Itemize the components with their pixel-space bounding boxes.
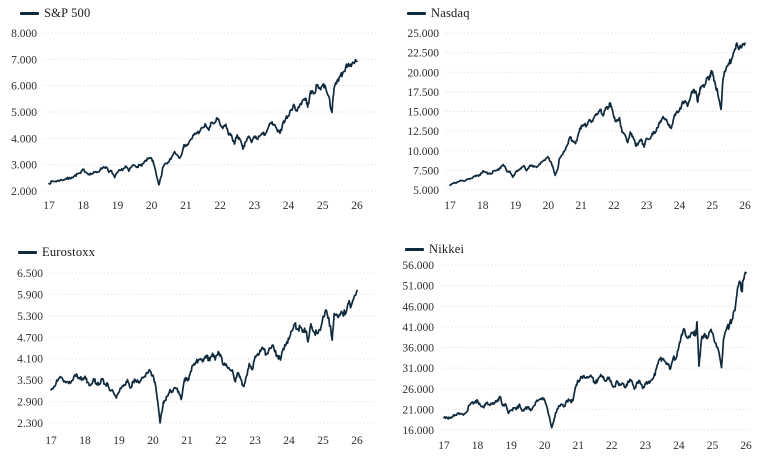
x-tick-label: 21: [181, 435, 193, 447]
y-tick-label: 7.000: [11, 54, 37, 66]
legend-label: S&P 500: [44, 6, 91, 20]
x-tick-label: 22: [214, 200, 226, 212]
x-tick-label: 19: [505, 440, 517, 452]
legend-line-marker: [18, 251, 37, 254]
x-tick-label: 17: [43, 200, 55, 212]
legend-label: Eurostoxx: [42, 245, 96, 259]
x-tick-label: 18: [77, 200, 89, 212]
x-tick-label: 26: [740, 440, 752, 452]
x-tick-label: 24: [674, 200, 686, 212]
x-tick-label: 22: [608, 200, 620, 212]
x-tick-label: 20: [543, 200, 555, 212]
y-tick-label: 4.000: [11, 133, 37, 145]
legend-label: Nasdaq: [431, 6, 470, 20]
x-tick-label: 20: [146, 200, 158, 212]
y-tick-label: 2.300: [17, 418, 43, 430]
y-tick-label: 7.500: [413, 165, 439, 177]
y-tick-label: 56.000: [402, 260, 434, 272]
y-tick-label: 2.900: [17, 397, 43, 409]
x-tick-label: 18: [477, 200, 489, 212]
legend-line-marker: [20, 12, 39, 15]
y-tick-label: 51.000: [402, 281, 434, 293]
y-tick-label: 16.000: [402, 425, 434, 437]
y-tick-label: 21.000: [402, 404, 434, 416]
series-line: [48, 58, 358, 186]
legend-line-marker: [405, 248, 424, 251]
legend-eurostoxx: Eurostoxx: [18, 245, 95, 260]
x-tick-label: 21: [180, 200, 192, 212]
x-tick-label: 19: [510, 200, 522, 212]
y-tick-label: 8.000: [11, 28, 37, 40]
y-tick-label: 3.500: [17, 375, 43, 387]
y-tick-label: 41.000: [402, 322, 434, 334]
y-tick-label: 10.000: [407, 146, 439, 158]
y-tick-label: 20.000: [407, 67, 439, 79]
legend-sp500: S&P 500: [20, 6, 90, 21]
eurostoxx-plot: 2.300 2.900 3.500 4.100 4.700 5.300 5.900 6.500…: [17, 268, 376, 447]
x-tick-label: 26: [351, 200, 363, 212]
x-tick-label: 25: [317, 200, 329, 212]
legend-nasdaq: Nasdaq: [407, 6, 470, 21]
x-tick-label: 24: [283, 200, 295, 212]
nasdaq-plot: 5.000 7.500 10.000 12.500 15.000 17.500 20.000…: [407, 28, 751, 212]
x-tick-label: 23: [249, 200, 261, 212]
x-tick-label: 26: [351, 435, 363, 447]
y-tick-label: 6.000: [11, 81, 37, 93]
y-tick-label: 26.000: [402, 384, 434, 396]
y-tick-label: 15.000: [407, 107, 439, 119]
y-tick-label: 6.500: [17, 268, 43, 280]
x-tick-label: 17: [438, 440, 450, 452]
y-tick-label: 5.000: [413, 185, 439, 197]
x-tick-label: 18: [472, 440, 484, 452]
nikkei-plot: 16.000 21.000 26.000 31.000 36.000 41.000 46.0…: [402, 260, 752, 452]
x-tick-label: 23: [641, 200, 653, 212]
x-tick-label: 22: [215, 435, 227, 447]
y-tick-label: 46.000: [402, 301, 434, 313]
y-tick-label: 17.500: [407, 87, 439, 99]
x-tick-label: 25: [707, 440, 719, 452]
y-tick-label: 4.100: [17, 354, 43, 366]
y-tick-label: 36.000: [402, 343, 434, 355]
x-tick-label: 24: [283, 435, 295, 447]
y-tick-label: 22.500: [407, 48, 439, 60]
x-tick-label: 19: [112, 200, 124, 212]
y-tick-label: 5.000: [11, 107, 37, 119]
series-line: [449, 42, 746, 187]
x-tick-label: 20: [147, 435, 159, 447]
x-tick-label: 24: [673, 440, 685, 452]
x-tick-label: 22: [606, 440, 618, 452]
x-tick-label: 19: [113, 435, 125, 447]
chart-panel-nasdaq: Nasdaq 5.000 7.500 10.000 12.500 15.000 17.50…: [379, 0, 758, 233]
x-tick-label: 17: [444, 200, 456, 212]
sp500-plot: 2.000 3.000 4.000 5.000 6.000 7.000 8.000 17 18 1…: [11, 28, 376, 212]
x-tick-label: 21: [575, 200, 587, 212]
y-tick-label: 3.000: [11, 160, 37, 172]
y-tick-label: 4.700: [17, 332, 43, 344]
y-tick-label: 5.300: [17, 311, 43, 323]
x-tick-label: 17: [45, 435, 57, 447]
chart-panel-nikkei: Nikkei 16.000 21.000 26.000 31.000 36.000 41.…: [379, 233, 758, 467]
x-tick-label: 23: [249, 435, 261, 447]
x-tick-label: 21: [572, 440, 584, 452]
x-tick-label: 18: [79, 435, 91, 447]
series-line: [443, 271, 747, 429]
x-tick-label: 23: [640, 440, 652, 452]
y-tick-label: 12.500: [407, 126, 439, 138]
y-tick-label: 5.900: [17, 289, 43, 301]
x-tick-label: 25: [317, 435, 329, 447]
x-tick-label: 25: [706, 200, 718, 212]
x-tick-label: 26: [739, 200, 751, 212]
y-tick-label: 31.000: [402, 363, 434, 375]
legend-nikkei: Nikkei: [405, 242, 464, 257]
y-tick-label: 25.000: [407, 28, 439, 40]
series-line: [50, 289, 358, 424]
x-tick-label: 20: [539, 440, 551, 452]
chart-panel-sp500: S&P 500 2.000 3.000 4.000 5.000 6.000 7.000 8.…: [0, 0, 379, 233]
y-tick-label: 2.000: [11, 186, 37, 198]
legend-label: Nikkei: [429, 242, 465, 256]
legend-line-marker: [407, 12, 426, 15]
chart-panel-eurostoxx: Eurostoxx 2.300 2.900 3.500 4.100 4.700 5.300…: [0, 233, 379, 467]
